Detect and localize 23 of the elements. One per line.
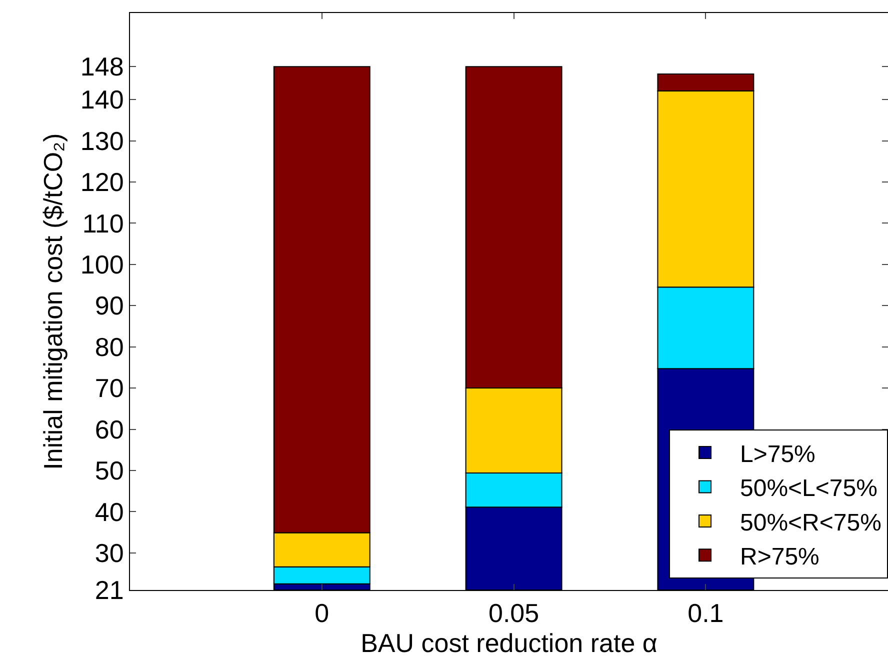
y-axis-title: Initial mitigation cost ($/tCO₂) <box>38 133 68 470</box>
y-tick-label: 148 <box>80 52 124 82</box>
x-tick-label: 0.1 <box>688 598 724 628</box>
legend-label: 50%<R<75% <box>740 509 882 536</box>
x-tick-label: 0 <box>314 598 330 628</box>
legend-label: 50%<L<75% <box>740 475 878 502</box>
y-tick-label: 90 <box>94 290 124 321</box>
y-tick-label: 50 <box>94 456 124 486</box>
y-tick-label: 60 <box>94 414 124 444</box>
y-tick-label: 140 <box>80 84 124 115</box>
y-tick-label: 70 <box>94 373 124 404</box>
y-tick-label: 110 <box>82 208 124 238</box>
y-tick-label: 21 <box>94 575 124 606</box>
x-axis-title: BAU cost reduction rate α <box>360 628 658 658</box>
legend-label: R>75% <box>740 544 820 571</box>
y-tick-label: 40 <box>94 496 124 527</box>
y-tick-label: 120 <box>80 167 124 198</box>
y-tick-label: 80 <box>94 332 124 362</box>
x-tick-label: 0.05 <box>488 598 540 628</box>
y-tick-label: 100 <box>80 250 124 280</box>
legend-label: L>75% <box>740 440 816 468</box>
y-tick-label: 130 <box>80 126 124 156</box>
y-tick-label: 30 <box>94 538 124 568</box>
